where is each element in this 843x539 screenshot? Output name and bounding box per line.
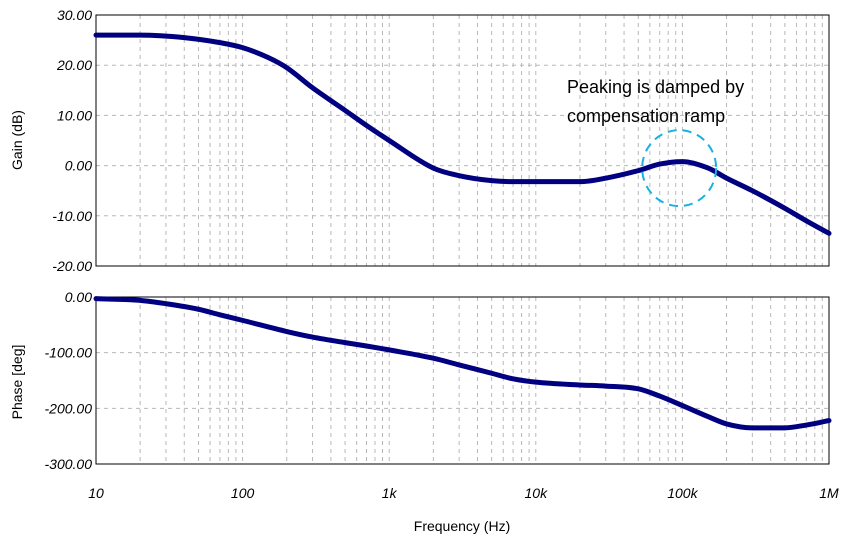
y-tick-label: 0.00 (65, 289, 92, 305)
phase-y-axis-label: Phase [deg] (9, 345, 25, 420)
x-tick-label: 100k (667, 485, 698, 501)
x-tick-label: 10k (525, 485, 549, 501)
y-tick-label: -100.00 (45, 345, 93, 361)
annotation-line-2: compensation ramp (567, 106, 725, 126)
y-tick-label: -300.00 (45, 456, 93, 472)
x-tick-label: 10 (88, 485, 104, 501)
plot-frame (95, 14, 830, 267)
annotation-line-1: Peaking is damped by (567, 77, 744, 97)
y-tick-label: -200.00 (45, 400, 93, 416)
y-tick-label: -20.00 (52, 258, 92, 274)
y-tick-label: 0.00 (65, 158, 92, 174)
y-tick-label: 20.00 (56, 57, 92, 73)
x-tick-label: 1k (382, 485, 398, 501)
phase-panel: 0.00 -100.00 -200.00 -300.00 10 100 1k 10k 100k 1… (45, 289, 840, 501)
y-tick-label: -10.00 (52, 208, 92, 224)
gain-panel: 30.00 20.00 10.00 0.00 -10.00 -20.00 (52, 7, 832, 274)
plot-frame (95, 296, 830, 465)
gain-y-axis-label: Gain (dB) (9, 110, 25, 170)
y-tick-label: 30.00 (57, 7, 92, 23)
x-tick-label: 100 (231, 485, 255, 501)
phase-curve (93, 296, 832, 431)
x-tick-label: 1M (819, 485, 839, 501)
x-axis-label: Frequency (Hz) (414, 518, 510, 534)
gain-curve (93, 32, 832, 236)
peaking-marker-circle (641, 129, 718, 208)
y-tick-label: 10.00 (57, 107, 92, 123)
